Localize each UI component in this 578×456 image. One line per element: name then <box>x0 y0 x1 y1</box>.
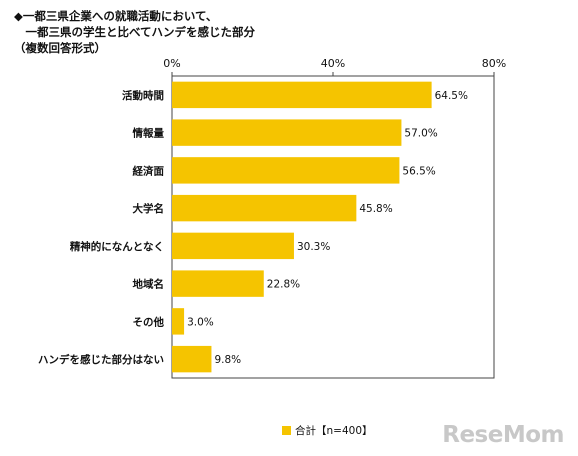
chart-title: ◆一都三県企業への就職活動において、 一都三県の学生と比べてハンデを感じた部分 … <box>14 8 255 56</box>
title-line-2: 一都三県の学生と比べてハンデを感じた部分 <box>14 25 256 39</box>
category-label: 地域名 <box>133 278 165 291</box>
bar <box>172 345 212 373</box>
data-label: 56.5% <box>402 165 435 177</box>
bar <box>172 119 402 146</box>
bar <box>172 270 264 297</box>
x-tick-label: 0% <box>163 57 180 70</box>
data-label: 3.0% <box>187 316 214 328</box>
data-label: 57.0% <box>404 128 437 140</box>
legend: 合計【n=400】 <box>282 423 373 438</box>
resemom-logo: ReseMom <box>442 422 564 448</box>
category-label: 活動時間 <box>122 89 164 102</box>
category-label: ハンデを感じた部分はない <box>38 353 164 366</box>
x-tick-label: 80% <box>482 57 506 70</box>
bar <box>172 308 185 335</box>
bar <box>172 232 294 260</box>
data-label: 9.8% <box>214 354 241 366</box>
category-label: その他 <box>133 315 165 328</box>
x-tick-label: 40% <box>321 57 345 70</box>
data-label: 30.3% <box>297 241 330 253</box>
title-line-3: （複数回答形式） <box>14 41 106 55</box>
data-label: 45.8% <box>359 203 392 215</box>
bar <box>172 194 357 222</box>
legend-label: 合計【n=400】 <box>295 425 373 437</box>
data-label: 64.5% <box>435 90 468 102</box>
bar <box>172 81 432 109</box>
category-label: 精神的になんとなく <box>70 240 164 253</box>
data-label: 22.8% <box>267 279 300 291</box>
bar <box>172 157 400 184</box>
category-label: 情報量 <box>133 127 165 140</box>
title-line-1: ◆一都三県企業への就職活動において、 <box>14 9 218 23</box>
category-label: 経済面 <box>133 164 165 177</box>
legend-swatch <box>282 426 291 435</box>
category-label: 大学名 <box>133 202 165 215</box>
